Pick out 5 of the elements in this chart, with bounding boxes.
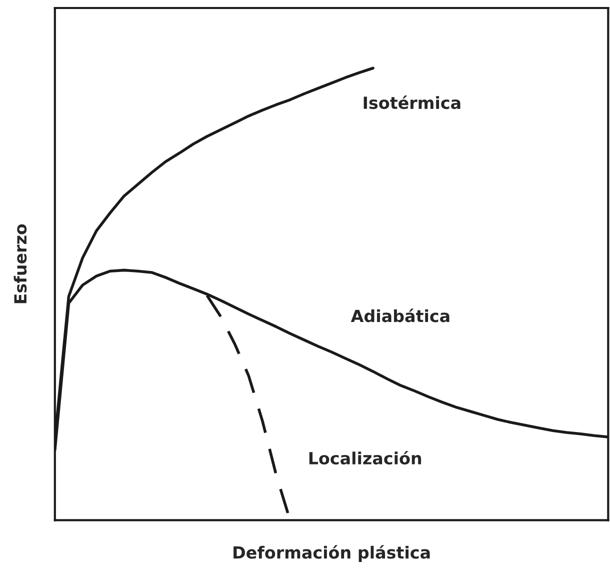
- text: Adiabática: [350, 308, 450, 322]
- x-axis-title: Deformación plástica: [234, 545, 430, 562]
- y-axis-title: Esfuerzo: [14, 224, 27, 304]
- series-label: Isotérmica: [364, 96, 460, 110]
- text: Localización: [309, 450, 422, 465]
